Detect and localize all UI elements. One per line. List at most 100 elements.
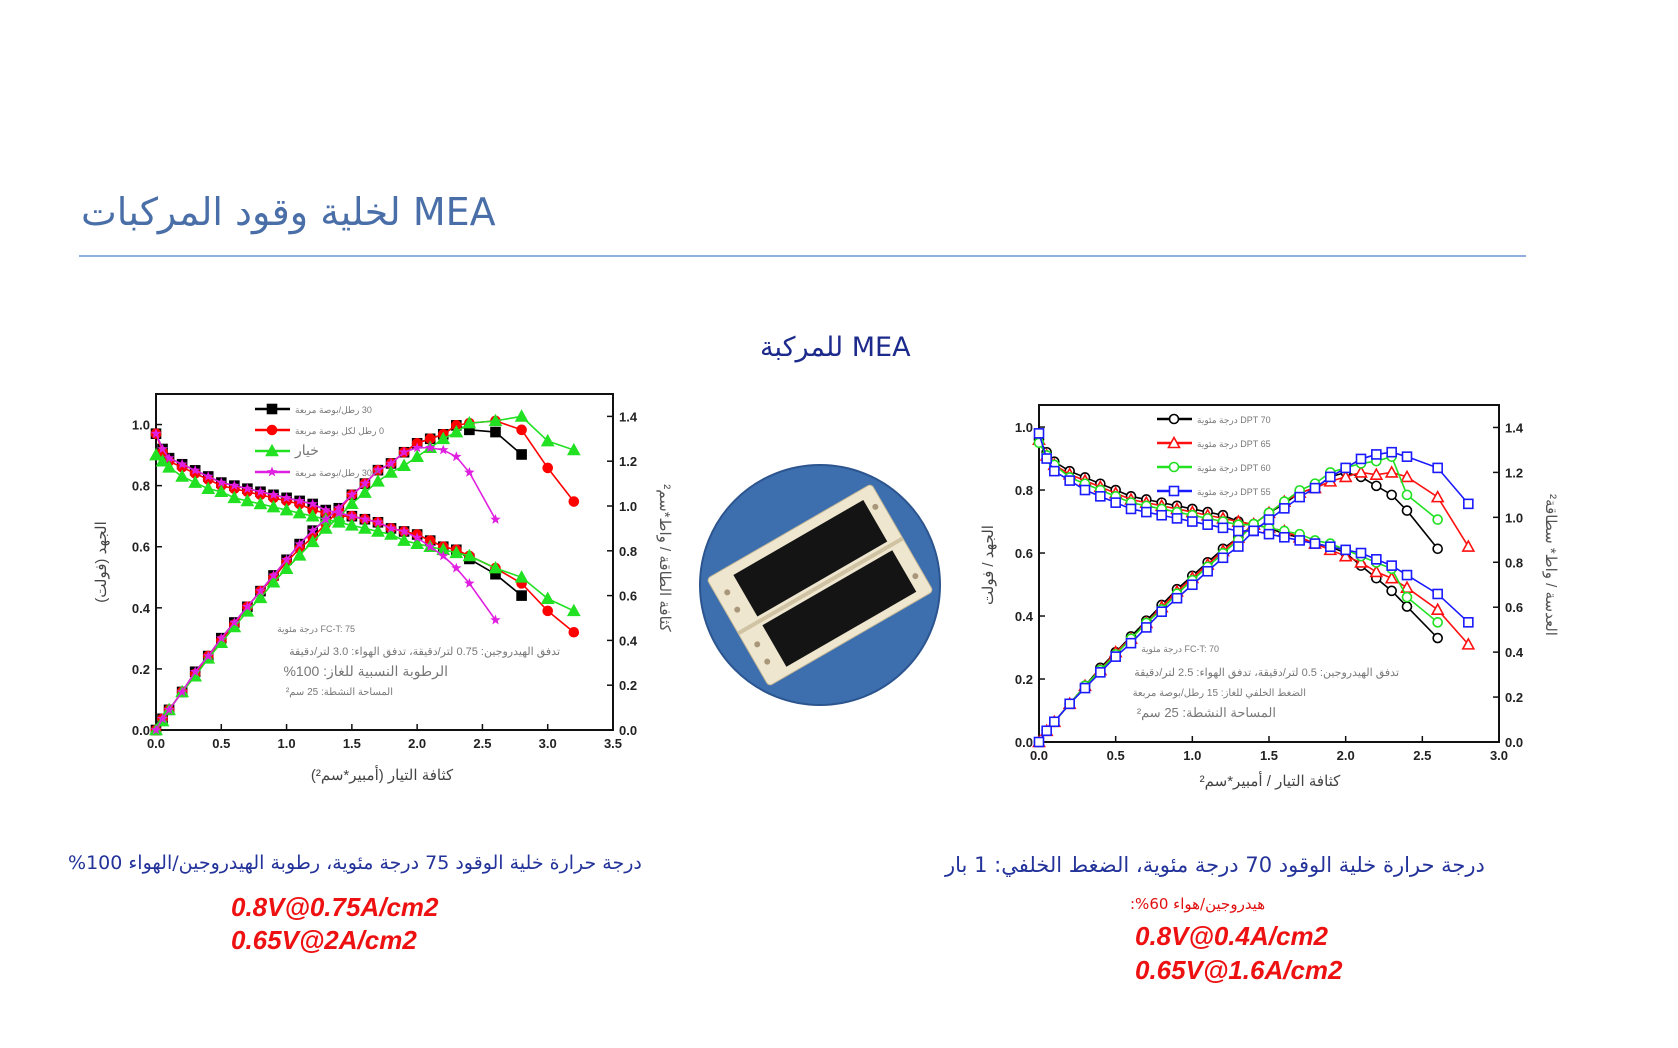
power-point: [359, 478, 371, 488]
power-point: [279, 561, 294, 575]
voltage-point: [149, 447, 163, 461]
voltage-point: [1033, 428, 1045, 439]
right-caption: درجة حرارة خلية الوقود 70 درجة مئوية، ال…: [945, 853, 1485, 877]
voltage-point: [1263, 528, 1275, 540]
voltage-point: [157, 443, 168, 454]
voltage-point: [240, 493, 255, 507]
power-point: [371, 474, 385, 487]
power-point: [488, 413, 503, 427]
power-point: [1369, 467, 1384, 480]
voltage-point: [268, 489, 279, 500]
power-point: [566, 442, 581, 456]
power-point: [333, 502, 344, 513]
power-point: [398, 446, 410, 457]
voltage-point: [1401, 591, 1413, 603]
power-point: [1340, 462, 1351, 474]
voltage-point: [358, 521, 372, 534]
voltage-point: [162, 460, 176, 473]
legend-marker: [1168, 461, 1180, 473]
voltage-point: [1279, 531, 1290, 543]
legend-marker: [1168, 485, 1180, 497]
voltage-point: [384, 527, 398, 540]
voltage-point: [305, 509, 320, 522]
chart-annotation: FC-T: 75 درجة مئوية: [277, 624, 355, 635]
voltage-point: [1430, 602, 1445, 616]
voltage-point: [371, 524, 385, 537]
voltage-point: [229, 480, 240, 491]
y2-tick-label: 1.4: [1505, 420, 1524, 435]
power-point: [1049, 716, 1060, 728]
y-tick-label: 0.0: [132, 723, 150, 738]
y-tick-label: 0.8: [132, 479, 150, 494]
voltage-point: [281, 492, 292, 503]
power-point: [490, 513, 501, 524]
power-point: [150, 724, 162, 735]
power-point: [540, 433, 555, 447]
power-point: [346, 489, 358, 500]
power-point: [268, 569, 279, 580]
x-tick-label: 2.5: [473, 736, 491, 751]
chart-annotation: الضغط الخلفي للغاز: 15 رطل/بوصة مربعة: [1133, 688, 1306, 699]
voltage-point: [279, 502, 294, 516]
power-point: [307, 525, 318, 536]
legend-label: DPT 70 درجة مئوية: [1197, 415, 1271, 426]
x-axis-label: كثافة التيار (أمبير*سم²): [311, 765, 454, 784]
voltage-point: [1463, 617, 1474, 628]
power-point: [203, 650, 214, 661]
chart-1: 0.0 0.5 1.0 1.5 2.0 2.5 3.00.00.20.40.60.81.00…: [980, 404, 1559, 790]
y2-tick-label: 1.2: [1505, 465, 1523, 480]
voltage-point: [1386, 585, 1397, 597]
voltage-point: [514, 570, 529, 583]
x-tick-label: 3.0: [539, 736, 557, 751]
right-caption-sub: هيدروجين/هواء 60%:: [1130, 895, 1266, 913]
power-point: [216, 632, 227, 643]
power-point: [1401, 505, 1413, 516]
voltage-point: [1371, 554, 1382, 565]
y2-tick-label: 1.4: [619, 409, 638, 424]
power-point: [384, 465, 398, 478]
power-point: [1294, 491, 1305, 503]
power-point: [1233, 541, 1244, 552]
power-point: [425, 442, 436, 453]
y2-tick-label: 1.0: [619, 499, 637, 514]
voltage-point: [1141, 506, 1152, 518]
series-3: DPT 55 درجة مئوية: [1033, 428, 1474, 748]
chart-0: 0.0 0.5 1.0 1.5 2.0 2.5 3.0 3.50.00.20.40.60.81…: [93, 393, 673, 784]
power-point: [397, 458, 411, 471]
voltage-point: [449, 545, 464, 559]
power-point: [372, 464, 384, 475]
legend-marker: [265, 443, 279, 457]
voltage-point: [1338, 549, 1353, 562]
power-point: [1371, 480, 1382, 492]
power-point: [1355, 453, 1367, 465]
voltage-point: [214, 484, 229, 498]
power-point: [1187, 579, 1198, 591]
voltage-point: [385, 522, 397, 533]
chart-annotation: المساحة النشطة: 25 سم²: [286, 687, 393, 698]
y2-tick-label: 0.0: [1505, 735, 1523, 750]
voltage-point: [1401, 569, 1413, 581]
power-point: [1309, 482, 1321, 494]
x-tick-label: 3.0: [1490, 748, 1508, 763]
y2-tick-label: 0.6: [619, 589, 637, 604]
page-title: MEA لخلية وقود المركبات: [81, 190, 496, 234]
power-point: [1171, 592, 1183, 604]
voltage-point: [425, 541, 436, 552]
voltage-point: [1233, 525, 1244, 537]
y-tick-label: 1.0: [1015, 420, 1033, 435]
voltage-point: [1309, 538, 1321, 549]
voltage-point: [307, 498, 318, 509]
power-point: [266, 574, 281, 588]
power-point: [294, 538, 305, 549]
x-tick-label: 2.5: [1413, 748, 1431, 763]
power-point: [1463, 498, 1474, 510]
power-point: [1354, 465, 1368, 478]
power-point: [189, 666, 201, 677]
voltage-point: [1369, 564, 1384, 578]
voltage-point: [1386, 560, 1397, 571]
power-point: [229, 617, 240, 627]
y-tick-label: 1.0: [132, 418, 150, 433]
voltage-point: [372, 516, 384, 527]
voltage-point: [1354, 555, 1368, 568]
voltage-point: [1171, 513, 1183, 524]
